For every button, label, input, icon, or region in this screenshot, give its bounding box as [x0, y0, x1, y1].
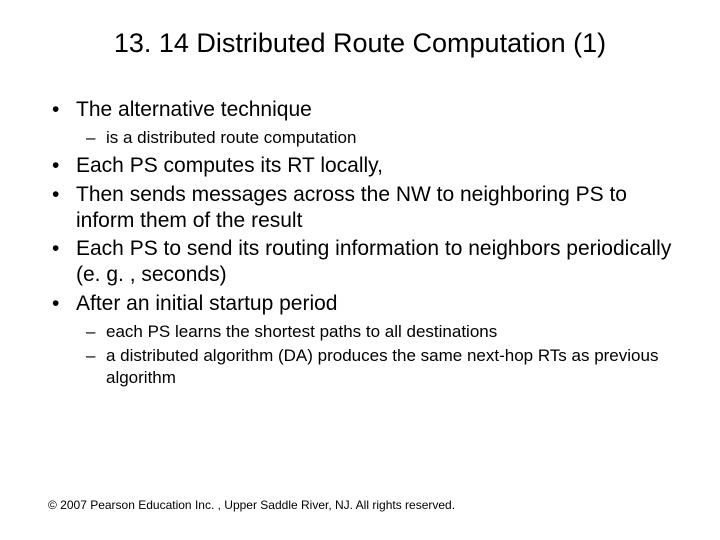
slide-title: 13. 14 Distributed Route Computation (1) — [68, 28, 652, 59]
sub-bullet-list: each PS learns the shortest paths to all… — [76, 321, 672, 389]
copyright-footer: © 2007 Pearson Education Inc. , Upper Sa… — [48, 498, 455, 512]
bullet-text: Each PS to send its routing information … — [76, 237, 671, 286]
bullet-item: Each PS computes its RT locally, — [48, 153, 672, 179]
sub-bullet-item: a distributed algorithm (DA) produces th… — [76, 345, 672, 389]
bullet-list: The alternative technique is a distribut… — [48, 97, 672, 389]
bullet-item: Then sends messages across the NW to nei… — [48, 182, 672, 235]
sub-bullet-item: each PS learns the shortest paths to all… — [76, 321, 672, 343]
bullet-text: After an initial startup period — [76, 292, 337, 315]
slide-content: 13. 14 Distributed Route Computation (1)… — [0, 0, 720, 389]
bullet-text: Each PS computes its RT locally, — [76, 154, 383, 177]
bullet-text: The alternative technique — [76, 98, 312, 121]
bullet-item: After an initial startup period each PS … — [48, 291, 672, 390]
bullet-item: Each PS to send its routing information … — [48, 236, 672, 289]
bullet-text: Then sends messages across the NW to nei… — [76, 183, 627, 232]
sub-bullet-item: is a distributed route computation — [76, 127, 672, 149]
sub-bullet-list: is a distributed route computation — [76, 127, 672, 149]
bullet-item: The alternative technique is a distribut… — [48, 97, 672, 149]
